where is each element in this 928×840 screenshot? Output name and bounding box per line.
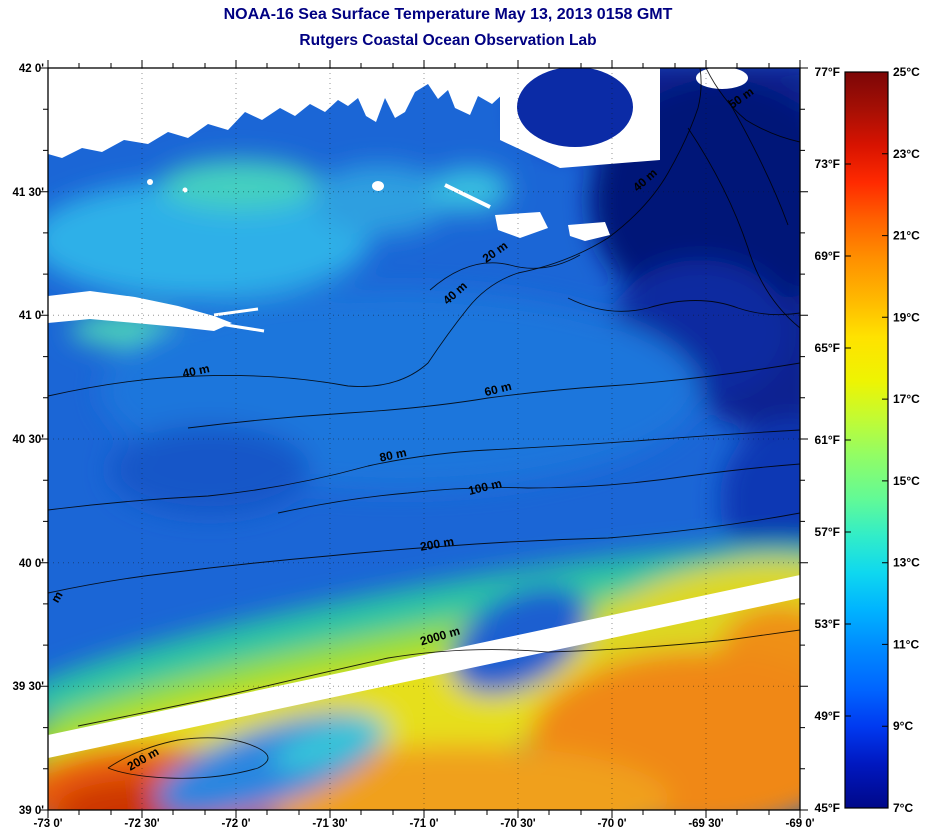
contour-100m <box>277 463 800 514</box>
fahrenheit-scale-labels: 77°F 73°F 69°F 65°F 61°F 57°F 53°F 49°F … <box>815 65 840 815</box>
colorbar-gradient <box>844 71 889 809</box>
shelf-valley-dark <box>110 425 310 515</box>
x-tick-label: -69 30' <box>688 818 724 830</box>
land-long-island-south-fork <box>219 322 265 333</box>
land-long-island-north-fork <box>213 307 259 317</box>
y-tick-label: 39 0' <box>19 805 44 817</box>
colorbar: 77°F 73°F 69°F 65°F 61°F 57°F 53°F 49°F … <box>815 65 921 815</box>
data-gap-stripe <box>48 575 800 758</box>
x-tick-label: -71 30' <box>312 818 348 830</box>
y-tick-label: 39 30' <box>12 681 44 693</box>
y-minor-ticks-right <box>800 108 805 770</box>
land-block-island <box>372 181 384 191</box>
land-marthas-vineyard <box>495 212 548 238</box>
right-cold-pocket <box>720 420 800 580</box>
x-tick-label: -70 30' <box>500 818 536 830</box>
colorbar-celsius-ticks <box>882 71 888 809</box>
celsius-label: 25°C <box>893 65 920 79</box>
contour-label: 40 m <box>181 361 211 380</box>
y-axis-tick-labels: 42 0' 41 30' 41 0' 40 30' 40 0' 39 30' 3… <box>12 63 44 817</box>
y-tick-label: 41 0' <box>19 310 44 322</box>
ri-coastal-blue <box>310 165 450 235</box>
cyan-swirl-southwest <box>272 719 388 771</box>
contour-40m-east <box>517 68 702 274</box>
x-tick-label: -69 0' <box>786 818 815 830</box>
grid-vertical <box>141 68 707 810</box>
land-elizabeth-islands <box>444 183 491 209</box>
x-tick-label: -70 0' <box>598 818 627 830</box>
contour-label: 60 m <box>483 379 513 399</box>
contour-200m-southwest <box>107 737 269 779</box>
contour-60m <box>187 362 800 429</box>
celsius-label: 15°C <box>893 474 920 488</box>
celsius-label: 23°C <box>893 147 920 161</box>
land-nantucket <box>568 222 610 241</box>
cape-cod-bay-water <box>517 68 633 147</box>
celsius-label: 7°C <box>893 801 913 815</box>
y-tick-label: 40 30' <box>12 434 44 446</box>
y-tick-label: 40 0' <box>19 558 44 570</box>
sst-field: 20 m 40 m 40 m 40 m 50 m 60 m 80 m 100 m… <box>48 68 800 810</box>
y-minor-ticks-left <box>43 108 48 770</box>
x-axis-tick-labels: -73 0' -72 30' -72 0' -71 30' -71 0' -70… <box>34 818 815 830</box>
fahrenheit-label: 61°F <box>815 433 840 447</box>
y-tick-label: 41 30' <box>12 187 44 199</box>
celsius-scale-labels: 25°C 23°C 21°C 19°C 17°C 15°C 13°C 11°C … <box>893 65 920 815</box>
land-long-island <box>48 291 232 331</box>
x-tick-label: -73 0' <box>34 818 63 830</box>
fahrenheit-label: 45°F <box>815 801 840 815</box>
fahrenheit-label: 53°F <box>815 617 840 631</box>
page-subtitle: Rutgers Coastal Ocean Observation Lab <box>299 32 597 49</box>
contour-label: 80 m <box>378 445 408 464</box>
land-new-england-coast <box>48 68 515 158</box>
contour-nantucket-shoals <box>567 297 800 316</box>
x-major-ticks-top <box>47 60 801 68</box>
grid-horizontal <box>48 191 800 687</box>
fahrenheit-label: 77°F <box>815 65 840 79</box>
fahrenheit-label: 73°F <box>815 157 840 171</box>
land-provincetown <box>696 68 748 89</box>
land-sound-island-1 <box>147 179 153 185</box>
ct-coast-teal <box>160 160 320 210</box>
axis-ticks <box>40 60 808 818</box>
x-minor-ticks-top <box>78 63 770 68</box>
page-title: NOAA-16 Sea Surface Temperature May 13, … <box>223 6 673 23</box>
celsius-label: 19°C <box>893 310 920 324</box>
li-sound-cyan <box>48 180 370 300</box>
x-tick-label: -72 0' <box>222 818 251 830</box>
fahrenheit-label: 49°F <box>815 709 840 723</box>
contour-label: 200 m <box>419 534 455 554</box>
fahrenheit-label: 65°F <box>815 341 840 355</box>
buzzards-bay-cyan <box>430 168 510 212</box>
x-tick-label: -72 30' <box>124 818 160 830</box>
bathymetry-contours <box>48 68 800 779</box>
contour-2000m <box>77 629 800 727</box>
contour-200m <box>48 512 800 594</box>
contour-50m <box>705 68 800 143</box>
land-sound-island-2 <box>182 187 188 193</box>
contour-20m <box>429 254 581 291</box>
colorbar-fahrenheit-ticks <box>845 71 851 809</box>
fahrenheit-label: 69°F <box>815 249 840 263</box>
y-tick-label: 42 0' <box>19 63 44 75</box>
celsius-label: 13°C <box>893 556 920 570</box>
x-minor-ticks-bottom <box>78 810 770 815</box>
x-tick-label: -71 0' <box>410 818 439 830</box>
contour-80m <box>48 429 800 511</box>
fahrenheit-label: 57°F <box>815 525 840 539</box>
contour-gulf-of-maine-1 <box>687 127 800 329</box>
celsius-label: 17°C <box>893 392 920 406</box>
celsius-label: 9°C <box>893 719 913 733</box>
y-major-ticks-right <box>800 67 808 811</box>
contour-40m-west <box>48 272 519 397</box>
celsius-label: 21°C <box>893 229 920 243</box>
contour-gulf-of-maine-2 <box>727 99 789 226</box>
x-major-ticks-bottom <box>47 810 801 818</box>
y-major-ticks-left <box>40 67 48 811</box>
celsius-label: 11°C <box>893 637 919 651</box>
grid-lines <box>48 68 800 810</box>
